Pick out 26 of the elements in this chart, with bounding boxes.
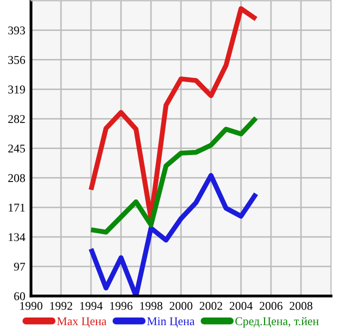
y-tick-label: 134 — [8, 233, 26, 242]
y-tick-label: 356 — [8, 56, 26, 64]
legend-label: Min Цена — [147, 317, 195, 328]
y-tick-label: 319 — [8, 86, 25, 94]
y-tick-label: 282 — [8, 115, 25, 124]
line-series — [88, 6, 258, 222]
x-tick-label: 1998 — [140, 302, 162, 310]
x-tick-label: 2000 — [170, 302, 192, 310]
line-series — [88, 116, 258, 235]
x-tick-label: 1996 — [110, 302, 132, 310]
x-tick-label: 2008 — [290, 302, 312, 310]
line-series — [88, 173, 258, 296]
legend-label: Max Цена — [57, 317, 106, 328]
y-tick-label: 208 — [8, 174, 25, 182]
y-tick-label: 245 — [8, 144, 25, 153]
y-tick-label: 97 — [14, 262, 26, 271]
y-tick-label: 60 — [14, 292, 25, 300]
x-tick-label: 2004 — [230, 302, 253, 310]
y-tick-label: 171 — [8, 204, 25, 212]
legend-label: Сред.Цена, т.йен — [235, 317, 319, 328]
x-tick-label: 1990 — [20, 302, 42, 310]
x-tick-label: 1994 — [80, 302, 103, 310]
x-tick-label: 2006 — [260, 302, 282, 310]
x-tick-label: 1992 — [50, 302, 72, 310]
x-tick-label: 2002 — [200, 302, 222, 310]
y-tick-label: 393 — [8, 26, 25, 34]
